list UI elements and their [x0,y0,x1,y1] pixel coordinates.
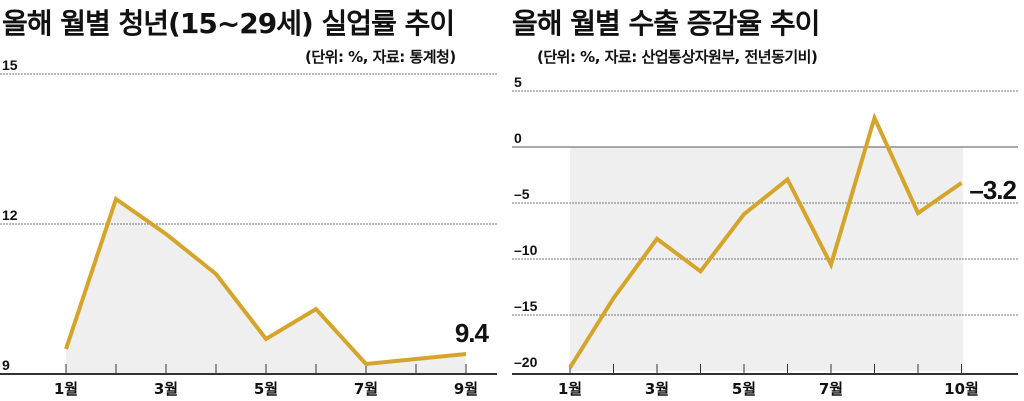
right-x-tick-label: 5월 [732,380,756,398]
left-y-tick-label: 12 [2,207,18,223]
left-x-tick-label: 1월 [54,380,78,398]
right-chart-subtitle: (단위: %, 자료: 산업통상자원부, 전년동기비) [537,48,818,66]
left-x-tick-label: 9월 [454,380,478,398]
left-x-tick-label: 3월 [154,380,178,398]
right-x-tick-label: 3월 [645,380,669,398]
left-area-fill [66,199,466,374]
left-chart-subtitle: (단위: %, 자료: 통계청) [305,48,456,66]
right-chart-title: 올해 월별 수출 증감율 추이 [512,7,820,40]
right-y-tick-label: 5 [514,74,522,90]
right-series-line [568,112,963,369]
left-x-tick-label: 7월 [354,380,378,398]
left-end-value-label: 9.4 [455,318,490,348]
left-chart-title: 올해 월별 청년(15~29세) 실업률 추이 [2,7,455,40]
right-y-tick-label: –10 [514,242,538,258]
right-x-tick-label: 1월 [558,380,582,398]
right-x-tick-label: 10월 [944,380,979,398]
left-y-tick-label: 9 [2,357,10,373]
right-x-tick-label: 7월 [819,380,843,398]
right-y-tick-label: –15 [514,298,538,314]
right-end-value-label: –3.2 [969,175,1016,205]
left-y-tick-label: 15 [2,57,18,73]
right-y-tick-label: 0 [514,130,522,146]
right-y-tick-label: –5 [514,186,530,202]
left-series-line [64,195,467,367]
right-y-tick-label: –20 [514,354,538,370]
left-x-tick-label: 5월 [254,380,278,398]
